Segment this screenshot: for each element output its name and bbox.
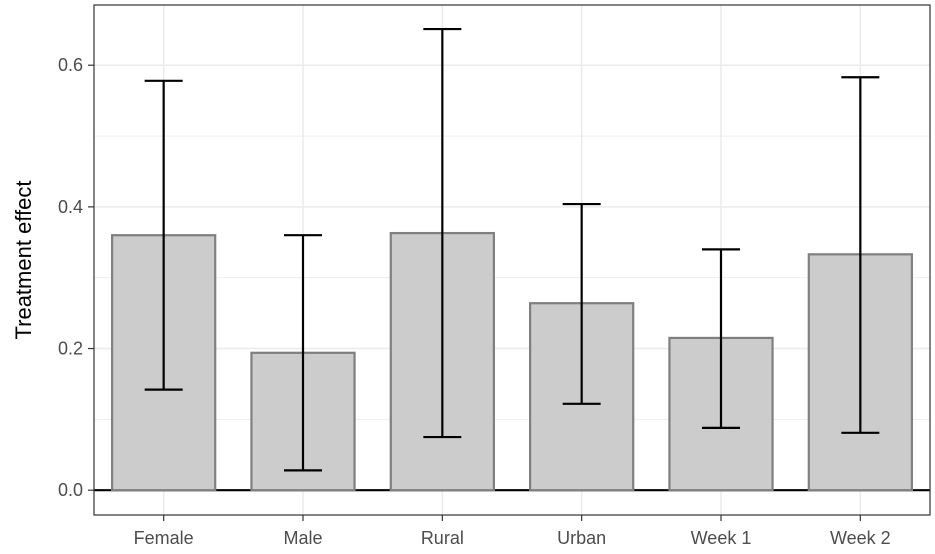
error-bars — [144, 27, 880, 472]
y-tick-label: 0.0 — [58, 480, 83, 500]
x-tick-label: Week 1 — [691, 528, 752, 548]
bars — [111, 231, 913, 492]
x-tick-label: Urban — [557, 528, 606, 548]
axis-ticks — [88, 64, 861, 521]
y-tick-label: 0.2 — [58, 339, 83, 359]
panel-border — [93, 4, 931, 516]
y-tick-label: 0.6 — [58, 55, 83, 75]
x-tick-label: Female — [134, 528, 194, 548]
y-axis-title: Treatment effect — [11, 181, 36, 340]
tick-labels: 0.0 0.2 0.4 0.6 Female Male Rural Urban Week 1 We… — [58, 55, 891, 548]
gridlines — [94, 5, 930, 515]
x-tick-label: Rural — [421, 528, 464, 548]
x-tick-label: Male — [283, 528, 322, 548]
y-tick-label: 0.4 — [58, 197, 83, 217]
x-tick-label: Week 2 — [830, 528, 891, 548]
